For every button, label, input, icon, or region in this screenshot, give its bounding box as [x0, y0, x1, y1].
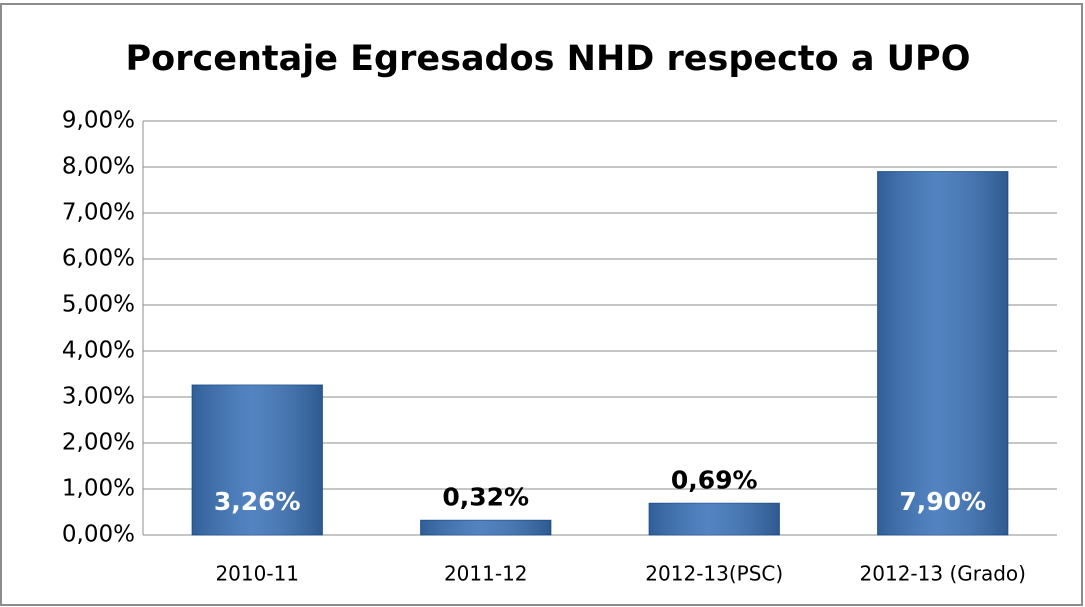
y-tick-label: 3,00%	[62, 384, 135, 410]
y-tick-label: 7,00%	[62, 200, 135, 226]
y-tick-label: 2,00%	[62, 430, 135, 456]
y-tick-label: 8,00%	[62, 154, 135, 180]
bar-shade	[877, 171, 1008, 535]
chart-title: Porcentaje Egresados NHD respecto a UPO	[126, 39, 971, 79]
bar-shade	[649, 503, 780, 535]
bar-shade	[192, 385, 323, 535]
y-tick-label: 4,00%	[62, 338, 135, 364]
data-label: 7,90%	[899, 487, 986, 516]
x-tick-label: 2011-12	[444, 562, 528, 586]
data-label: 0,69%	[671, 465, 758, 494]
data-label: 0,32%	[442, 482, 529, 511]
y-tick-label: 6,00%	[62, 246, 135, 272]
y-tick-label: 1,00%	[62, 476, 135, 502]
y-tick-label: 0,00%	[62, 522, 135, 548]
x-tick-label: 2012-13(PSC)	[645, 562, 783, 586]
x-tick-label: 2010-11	[215, 562, 299, 586]
x-tick-label: 2012-13 (Grado)	[860, 562, 1026, 586]
y-tick-label: 9,00%	[62, 108, 135, 134]
data-label: 3,26%	[214, 487, 301, 516]
y-tick-label: 5,00%	[62, 292, 135, 318]
bar-shade	[420, 520, 551, 535]
